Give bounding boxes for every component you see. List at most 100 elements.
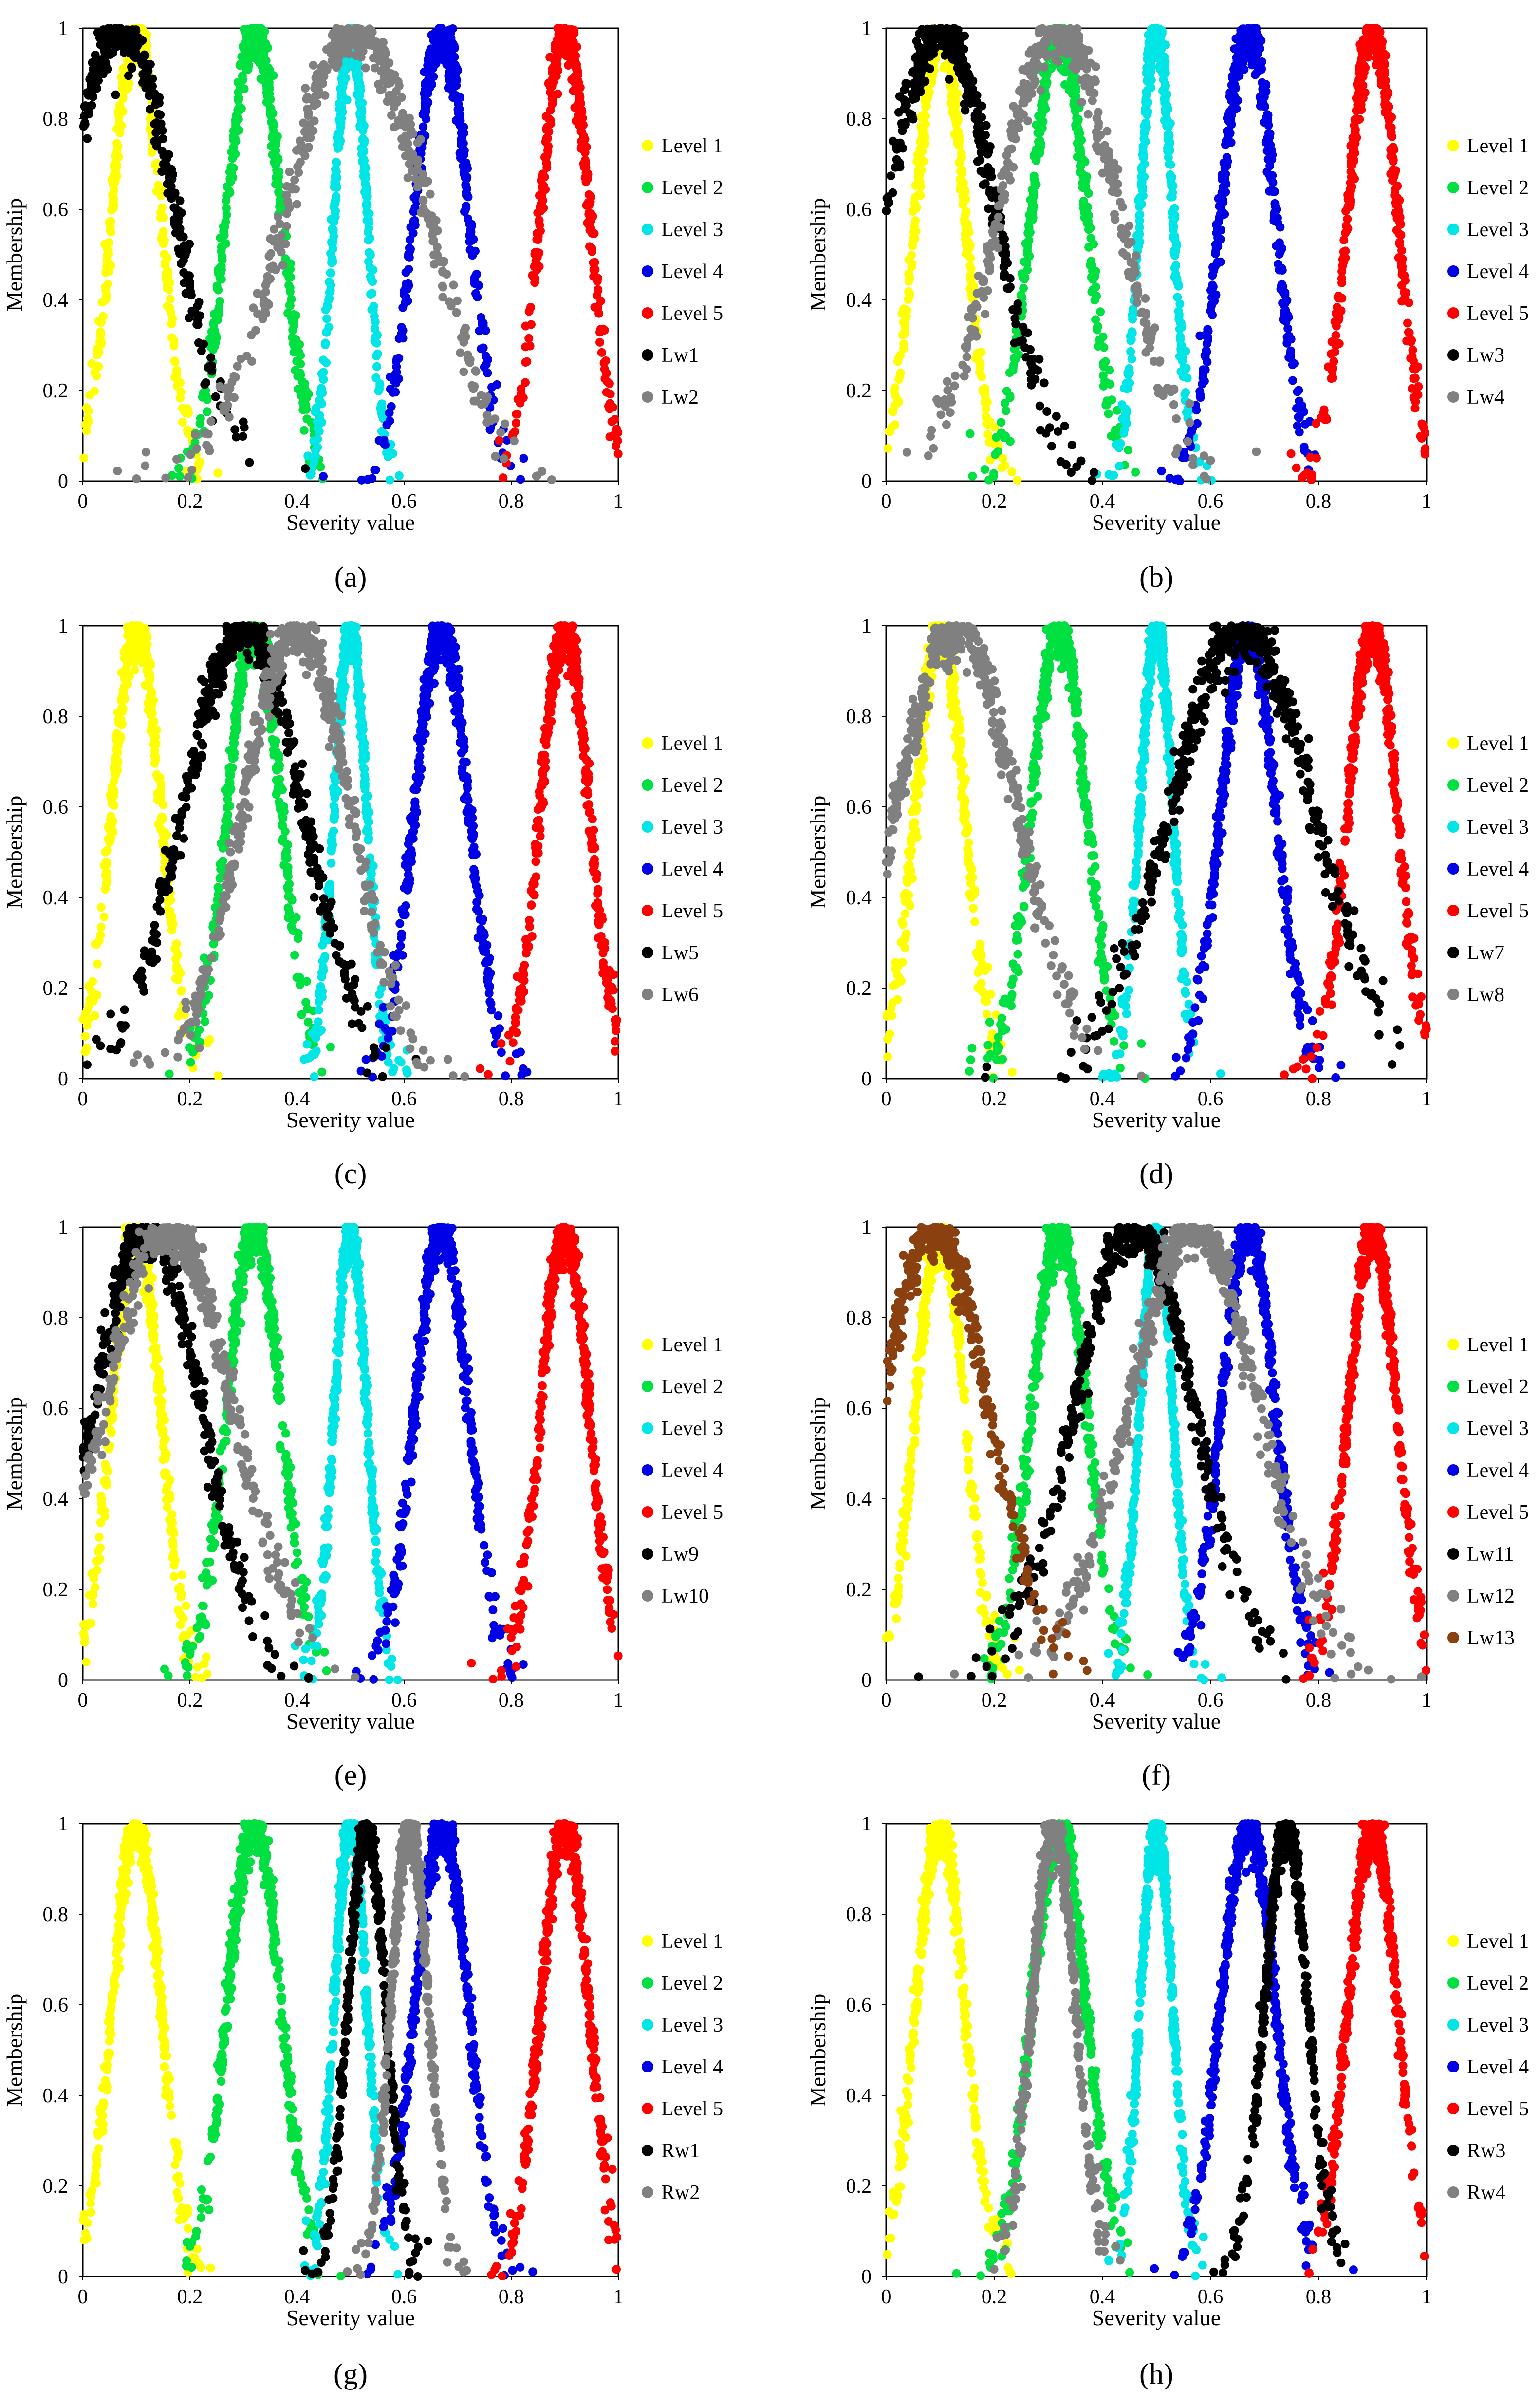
data-point (247, 331, 256, 340)
data-point (1292, 463, 1301, 472)
data-point (1127, 355, 1136, 364)
data-point (309, 126, 318, 135)
data-point (256, 37, 265, 46)
data-point (1288, 360, 1297, 370)
data-point (296, 158, 305, 167)
data-point (465, 358, 475, 367)
data-point (79, 453, 89, 463)
data-point (1391, 188, 1399, 198)
data-point (385, 416, 394, 426)
data-point (1104, 409, 1113, 418)
data-point (153, 110, 163, 119)
data-point (222, 210, 231, 220)
data-point (471, 289, 480, 298)
data-point (991, 450, 1000, 459)
data-point (361, 187, 371, 195)
data-point (490, 414, 500, 424)
data-point (377, 401, 386, 410)
data-point (1263, 110, 1272, 119)
data-point (1023, 246, 1032, 256)
data-point (1395, 238, 1404, 247)
data-point (577, 127, 586, 136)
data-point (427, 44, 436, 54)
data-point (342, 65, 351, 74)
data-point (325, 279, 334, 288)
data-point (387, 111, 396, 120)
data-point (175, 196, 185, 205)
data-point (108, 204, 117, 213)
data-point (1000, 398, 1009, 408)
data-point (916, 147, 925, 156)
data-point (275, 167, 284, 176)
y-axis-label: Membership (2, 198, 27, 312)
legend-label: Level 4 (661, 261, 723, 283)
data-point (1037, 110, 1046, 119)
data-point (921, 102, 930, 112)
data-point (335, 118, 345, 127)
data-point (429, 250, 439, 260)
data-point (1233, 67, 1242, 76)
data-point (452, 81, 461, 90)
data-point (1167, 173, 1176, 182)
data-point (406, 246, 415, 255)
data-point (1019, 284, 1028, 293)
data-point (1279, 288, 1288, 297)
x-tick-label: 0 (78, 490, 88, 513)
data-point (284, 280, 294, 290)
data-point (221, 405, 230, 414)
data-point (1221, 169, 1230, 179)
data-point (159, 227, 168, 236)
data-point (1402, 336, 1411, 346)
data-point (175, 471, 185, 481)
data-point (1278, 266, 1287, 275)
data-point (542, 122, 552, 131)
data-point (245, 51, 254, 60)
data-point (354, 76, 363, 86)
data-point (980, 465, 989, 474)
data-point (1295, 413, 1304, 422)
data-point (455, 105, 464, 114)
data-point (1413, 390, 1423, 399)
data-point (612, 441, 621, 450)
data-point (596, 297, 606, 305)
data-point (243, 37, 252, 46)
data-point (1166, 138, 1175, 148)
data-point (580, 148, 590, 157)
data-point (112, 153, 121, 163)
data-point (462, 202, 471, 210)
data-point (424, 89, 433, 98)
data-point (364, 224, 373, 233)
data-point (1087, 273, 1096, 282)
data-point (180, 241, 189, 250)
data-point (187, 466, 197, 475)
data-point (917, 138, 927, 147)
data-point (275, 219, 284, 228)
data-point (1099, 359, 1108, 368)
data-point (479, 343, 488, 353)
data-point (140, 50, 149, 59)
data-point (431, 59, 441, 68)
data-point (1105, 366, 1114, 375)
data-point (150, 119, 159, 129)
data-point (426, 189, 435, 199)
data-point (905, 289, 914, 298)
data-point (603, 377, 612, 386)
data-point (266, 234, 275, 243)
data-point (467, 220, 476, 229)
data-point (314, 86, 323, 95)
data-point (574, 116, 583, 125)
data-point (1225, 108, 1234, 117)
data-point (1195, 392, 1205, 401)
data-point (940, 61, 949, 71)
data-point (310, 116, 319, 126)
data-point (961, 210, 970, 220)
data-point (916, 122, 926, 131)
data-point (290, 342, 299, 351)
data-point (1088, 286, 1097, 295)
data-point (327, 256, 336, 264)
data-point (1074, 115, 1083, 124)
data-point (1084, 189, 1093, 198)
data-point (1069, 100, 1078, 109)
data-point (410, 193, 419, 202)
data-point (958, 181, 967, 190)
